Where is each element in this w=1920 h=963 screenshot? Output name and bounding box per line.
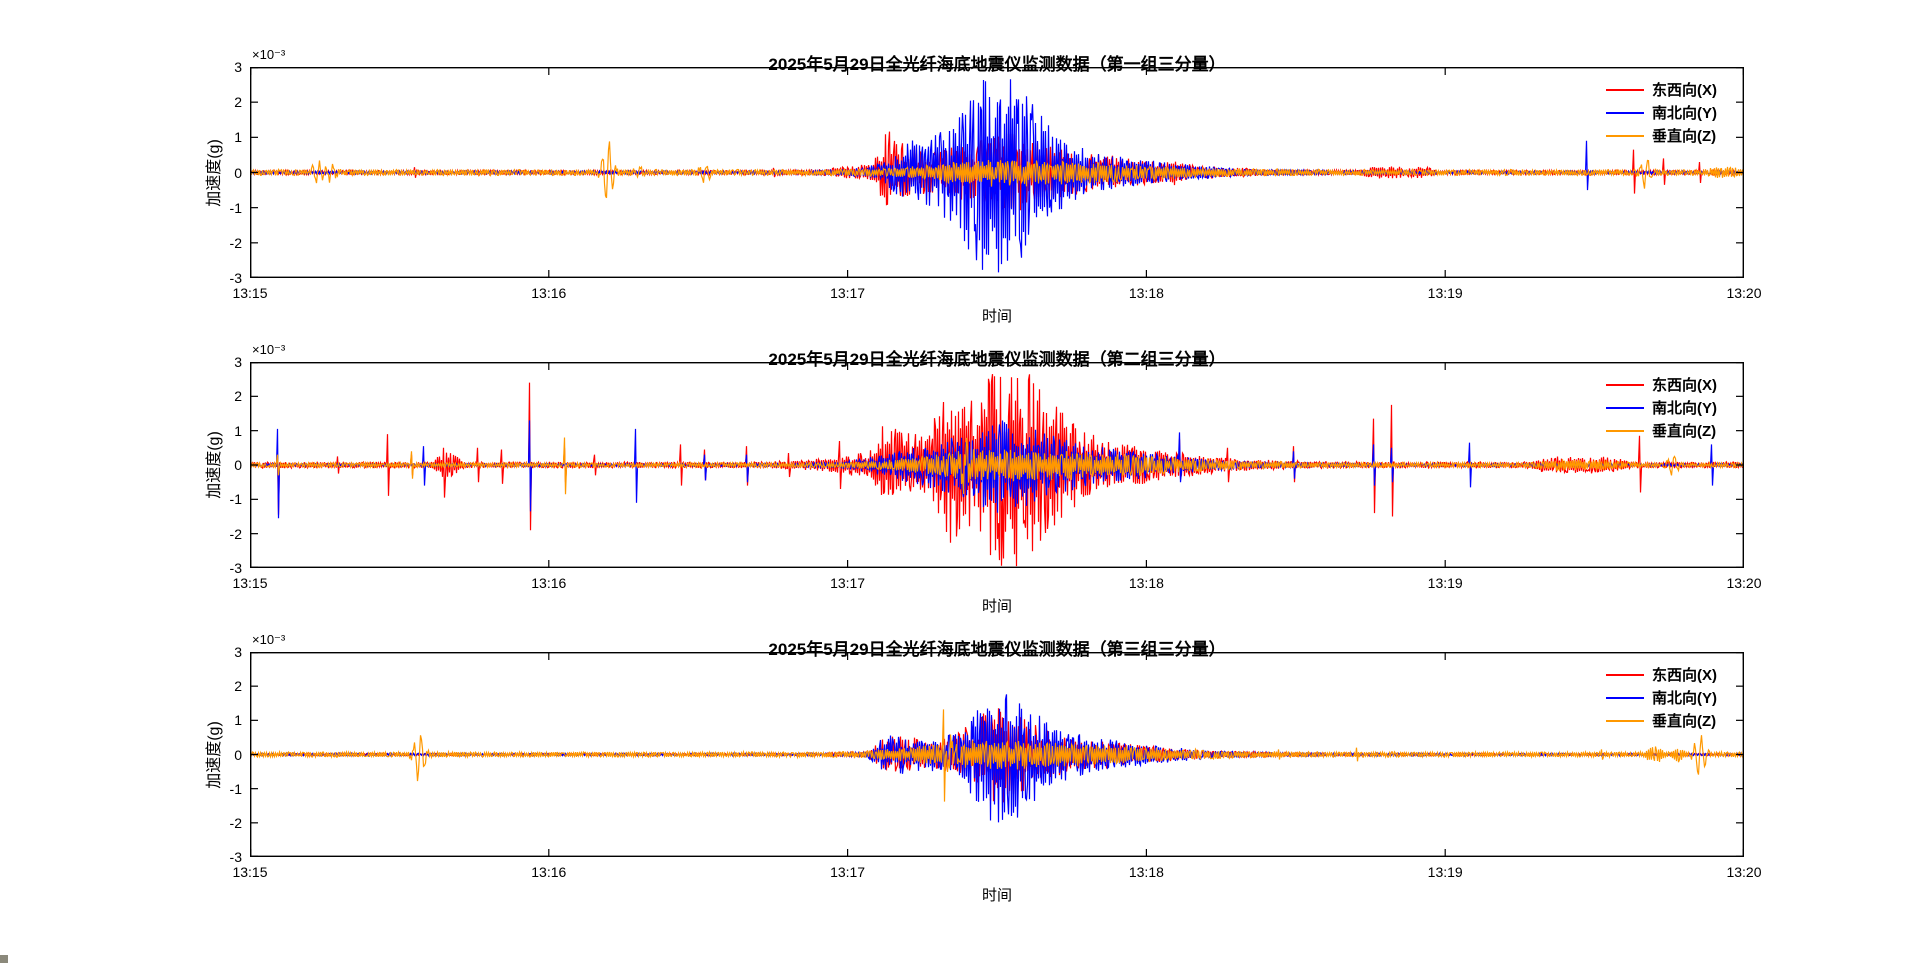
- subplot-group3: 2025年5月29日全光纤海底地震仪监测数据（第三组三分量） ×10⁻³ 加速度…: [0, 0, 1920, 904]
- legend-label: 垂直向(Z): [1652, 128, 1717, 145]
- y-tick-label: -1: [229, 199, 242, 216]
- y-tick-label: 0: [234, 457, 242, 473]
- legend-label: 南北向(Y): [1652, 105, 1717, 122]
- x-tick-label: 13:20: [1726, 575, 1762, 591]
- legend-row-north-south: 南北向(Y): [1606, 103, 1717, 122]
- x-tick-label: 13:17: [830, 575, 866, 591]
- y-tick-label: 3: [234, 59, 242, 75]
- legend: 东西向(X) 南北向(Y) 垂直向(Z): [1606, 665, 1717, 730]
- legend-line-swatch: [1606, 111, 1644, 114]
- x-tick-label: 13:15: [232, 285, 268, 301]
- legend-line-swatch: [1606, 696, 1644, 699]
- legend-row-north-south: 南北向(Y): [1606, 398, 1717, 417]
- y-tick-label: 0: [234, 746, 242, 763]
- legend-label: 南北向(Y): [1652, 400, 1717, 417]
- y-tick-label: -2: [229, 814, 242, 831]
- y-tick-label: -3: [229, 560, 242, 576]
- y-tick-label: 1: [234, 422, 242, 439]
- y-tick-label: 1: [234, 712, 242, 729]
- x-tick-label: 13:18: [1128, 864, 1164, 880]
- x-tick-label: 13:15: [232, 864, 268, 880]
- x-tick-label: 13:19: [1427, 575, 1463, 591]
- y-axis-exponent: ×10⁻³: [252, 342, 286, 357]
- waveform-plot-area: [250, 362, 1744, 568]
- axes-box: [250, 652, 1744, 857]
- legend-line-swatch: [1606, 88, 1644, 91]
- y-tick-label: 2: [234, 388, 242, 405]
- subplot-group1: 2025年5月29日全光纤海底地震仪监测数据（第一组三分量） ×10⁻³ 加速度…: [0, 0, 1920, 325]
- legend-line-swatch: [1606, 383, 1644, 386]
- legend-label: 垂直向(Z): [1652, 713, 1717, 730]
- subplot-title: 2025年5月29日全光纤海底地震仪监测数据（第三组三分量）: [768, 640, 1226, 660]
- legend-row-east-west: 东西向(X): [1606, 80, 1717, 99]
- y-tick-label: -2: [229, 234, 242, 251]
- legend-row-east-west: 东西向(X): [1606, 375, 1717, 394]
- x-tick-label: 13:18: [1128, 285, 1164, 301]
- x-tick-label: 13:18: [1128, 575, 1164, 591]
- y-tick-label: 3: [234, 644, 242, 660]
- legend: 东西向(X) 南北向(Y) 垂直向(Z): [1606, 80, 1717, 145]
- x-tick-label: 13:19: [1427, 285, 1463, 301]
- series-line-vertical: [250, 437, 1744, 495]
- legend-line-swatch: [1606, 406, 1644, 409]
- axes-box: [250, 362, 1744, 568]
- legend-line-swatch: [1606, 429, 1644, 432]
- y-tick-label: 2: [234, 94, 242, 111]
- y-axis-exponent: ×10⁻³: [252, 632, 286, 647]
- y-tick-label: 3: [234, 354, 242, 370]
- x-tick-label: 13:17: [830, 285, 866, 301]
- x-tick-label: 13:15: [232, 575, 268, 591]
- legend-line-swatch: [1606, 673, 1644, 676]
- y-tick-label: -1: [229, 780, 242, 797]
- x-tick-label: 13:19: [1427, 864, 1463, 880]
- series-line-vertical: [250, 709, 1744, 802]
- waveform-plot-area: [250, 652, 1744, 857]
- x-axis-label: 时间: [981, 598, 1012, 615]
- legend-row-north-south: 南北向(Y): [1606, 688, 1717, 707]
- legend-label: 南北向(Y): [1652, 690, 1717, 707]
- y-tick-label: -3: [229, 849, 242, 865]
- x-axis-label: 时间: [981, 308, 1012, 325]
- y-tick-label: 1: [234, 129, 242, 146]
- legend-row-east-west: 东西向(X): [1606, 665, 1717, 684]
- waveform-plot-area: [250, 67, 1744, 278]
- legend-label: 东西向(X): [1652, 82, 1717, 99]
- x-tick-label: 13:16: [531, 864, 567, 880]
- subplot-title: 2025年5月29日全光纤海底地震仪监测数据（第一组三分量）: [768, 55, 1226, 75]
- y-tick-label: -1: [229, 491, 242, 508]
- y-tick-label: -2: [229, 525, 242, 542]
- series-line-vertical: [250, 141, 1744, 199]
- axes-box: [250, 67, 1744, 278]
- y-tick-label: -3: [229, 270, 242, 286]
- legend-label: 垂直向(Z): [1652, 423, 1717, 440]
- x-tick-label: 13:20: [1726, 285, 1762, 301]
- x-tick-label: 13:20: [1726, 864, 1762, 880]
- legend-row-vertical: 垂直向(Z): [1606, 711, 1717, 730]
- x-tick-label: 13:17: [830, 864, 866, 880]
- legend-label: 东西向(X): [1652, 667, 1717, 684]
- y-axis-exponent: ×10⁻³: [252, 47, 286, 62]
- subplot-title: 2025年5月29日全光纤海底地震仪监测数据（第二组三分量）: [768, 350, 1226, 370]
- legend-line-swatch: [1606, 719, 1644, 722]
- legend-label: 东西向(X): [1652, 377, 1717, 394]
- legend: 东西向(X) 南北向(Y) 垂直向(Z): [1606, 375, 1717, 440]
- legend-row-vertical: 垂直向(Z): [1606, 421, 1717, 440]
- screen-corner-artifact: [0, 955, 8, 963]
- x-tick-label: 13:16: [531, 575, 567, 591]
- y-tick-label: 0: [234, 164, 242, 181]
- x-tick-label: 13:16: [531, 285, 567, 301]
- legend-row-vertical: 垂直向(Z): [1606, 126, 1717, 145]
- x-axis-label: 时间: [981, 887, 1012, 904]
- legend-line-swatch: [1606, 134, 1644, 137]
- y-tick-label: 2: [234, 678, 242, 695]
- subplot-group2: 2025年5月29日全光纤海底地震仪监测数据（第二组三分量） ×10⁻³ 加速度…: [0, 0, 1920, 615]
